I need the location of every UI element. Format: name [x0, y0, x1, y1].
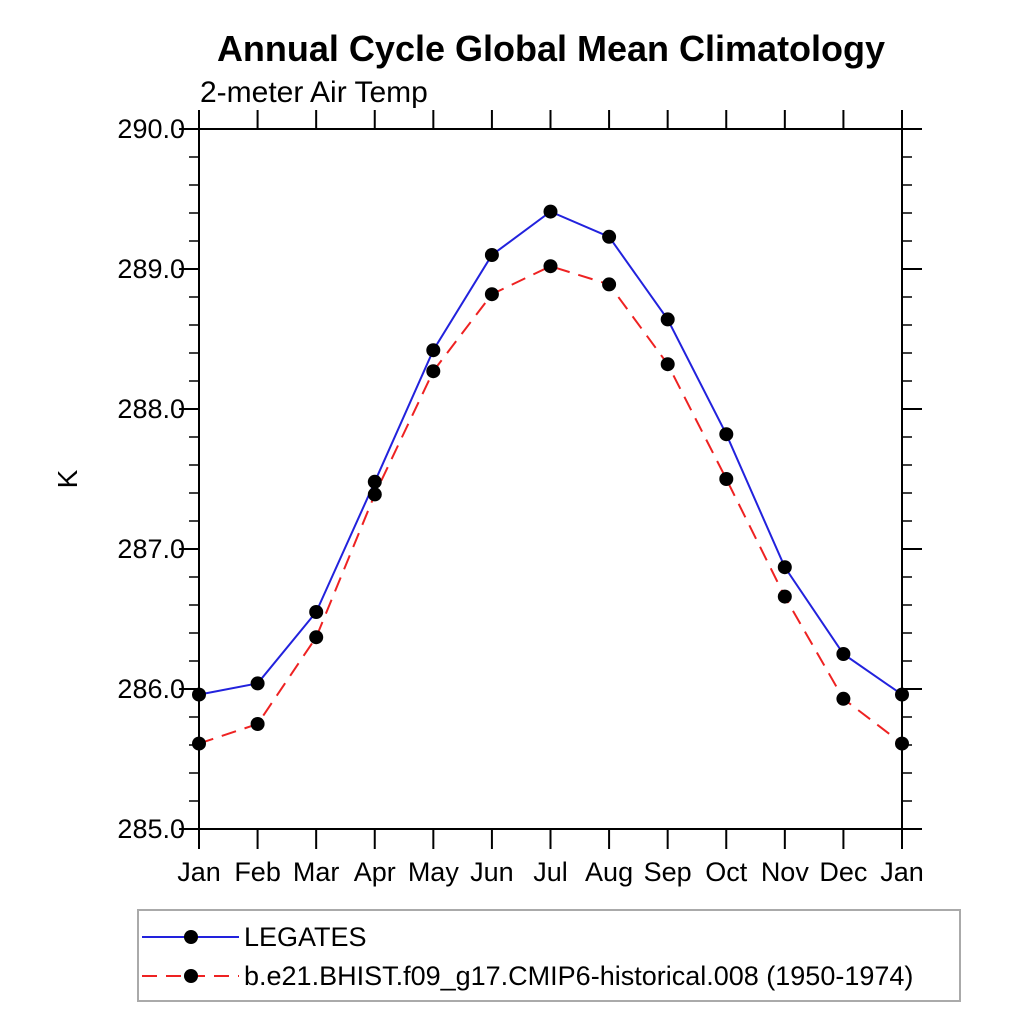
- data-point-marker-1: [836, 691, 851, 706]
- data-point-marker-0: [836, 647, 851, 661]
- data-point-marker-0: [250, 676, 265, 691]
- data-point-marker-0: [192, 687, 206, 702]
- x-tick-label: Oct: [705, 857, 748, 887]
- y-tick-label: 286.0: [117, 674, 185, 704]
- legend: LEGATES b.e21.BHIST.f09_g17.CMIP6-histor…: [137, 909, 961, 1002]
- data-point-marker-0: [719, 427, 734, 442]
- data-point-marker-1: [543, 259, 558, 274]
- data-point-marker-0: [895, 687, 909, 702]
- x-tick-label: Dec: [819, 857, 867, 887]
- y-tick-label: 285.0: [117, 814, 185, 844]
- legend-item-legates: LEGATES: [139, 918, 959, 957]
- legend-swatch-solid-line: [142, 918, 239, 957]
- legend-item-model: b.e21.BHIST.f09_g17.CMIP6-historical.008…: [139, 957, 959, 996]
- x-tick-label: May: [408, 857, 460, 887]
- x-tick-label: Sep: [644, 857, 692, 887]
- circle-marker-icon: [184, 930, 198, 944]
- legend-label-model: b.e21.BHIST.f09_g17.CMIP6-historical.008…: [244, 961, 914, 991]
- data-point-marker-1: [719, 472, 734, 486]
- x-tick-label: Aug: [585, 857, 633, 887]
- data-point-marker-1: [367, 487, 382, 502]
- x-tick-label: Apr: [354, 857, 396, 887]
- x-tick-label: Jan: [177, 857, 221, 887]
- data-point-marker-1: [250, 717, 265, 731]
- data-point-marker-1: [426, 364, 441, 379]
- chart-subtitle: 2-meter Air Temp: [200, 76, 428, 109]
- axis-frame: [198, 128, 903, 830]
- data-point-marker-1: [777, 589, 792, 604]
- x-tick-label: Jul: [533, 857, 568, 887]
- y-tick-label: 287.0: [117, 534, 185, 564]
- data-point-marker-0: [602, 229, 617, 244]
- data-point-marker-1: [660, 357, 675, 372]
- x-tick-label: Mar: [293, 857, 340, 887]
- series-line-1: [198, 265, 903, 745]
- legend-swatch-dashed-line: [142, 957, 239, 996]
- circle-marker-icon: [184, 969, 198, 983]
- data-point-marker-1: [309, 630, 324, 645]
- x-tick-label: Jun: [470, 857, 514, 887]
- y-tick-label: 290.0: [117, 114, 185, 144]
- data-point-marker-0: [367, 474, 382, 489]
- data-point-marker-0: [660, 312, 675, 327]
- x-tick-label: Jan: [880, 857, 924, 887]
- data-point-marker-0: [309, 605, 324, 619]
- data-point-marker-0: [484, 248, 499, 262]
- data-point-marker-1: [192, 736, 206, 751]
- y-tick-label: 288.0: [117, 394, 185, 424]
- data-point-marker-1: [602, 277, 617, 292]
- chart-title: Annual Cycle Global Mean Climatology: [216, 28, 886, 69]
- data-point-marker-0: [777, 560, 792, 575]
- data-point-marker-1: [484, 287, 499, 302]
- data-point-marker-0: [426, 343, 441, 358]
- series-line-0: [198, 210, 903, 696]
- y-tick-label: 289.0: [117, 254, 185, 284]
- legend-label-legates: LEGATES: [244, 922, 367, 952]
- data-point-marker-1: [895, 736, 909, 751]
- data-point-marker-0: [543, 204, 558, 219]
- x-tick-label: Feb: [234, 857, 281, 887]
- x-tick-label: Nov: [761, 857, 810, 887]
